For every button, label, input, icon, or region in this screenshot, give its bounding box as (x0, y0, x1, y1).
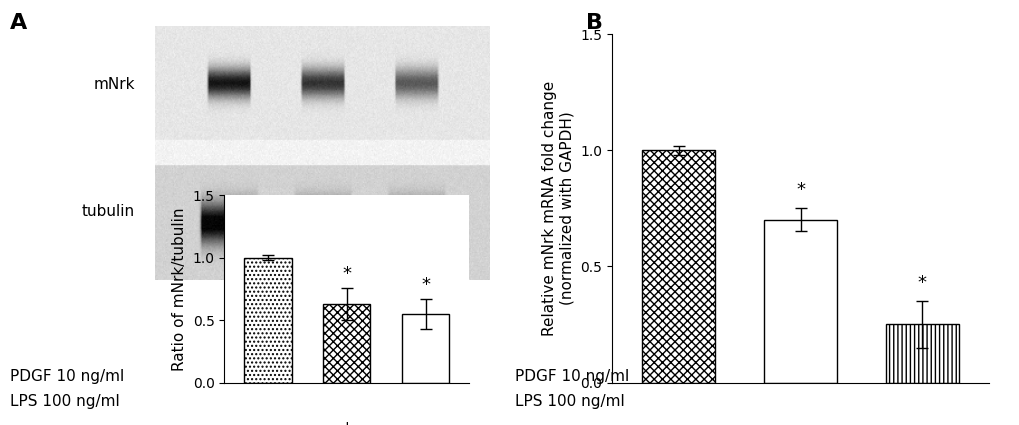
Text: -: - (265, 420, 270, 425)
Text: -: - (676, 424, 681, 425)
Y-axis label: Relative mNrk mRNA fold change
(normalized with GAPDH): Relative mNrk mRNA fold change (normaliz… (542, 81, 574, 336)
Text: +: + (340, 420, 353, 425)
Text: PDGF 10 ng/ml: PDGF 10 ng/ml (515, 368, 629, 384)
Bar (244, 258, 291, 382)
Text: -: - (423, 420, 428, 425)
Text: *: * (917, 274, 926, 292)
Text: mNrk: mNrk (93, 76, 135, 92)
Text: *: * (796, 181, 804, 199)
Bar (323, 304, 370, 382)
Text: -: - (919, 424, 924, 425)
Text: B: B (586, 13, 603, 33)
Y-axis label: Ratio of mNrk/tubulin: Ratio of mNrk/tubulin (172, 207, 186, 371)
Text: PDGF 10 ng/ml: PDGF 10 ng/ml (10, 368, 124, 384)
Text: tubulin: tubulin (82, 204, 135, 219)
Text: LPS 100 ng/ml: LPS 100 ng/ml (10, 394, 120, 409)
Bar (401, 314, 449, 382)
Text: +: + (794, 424, 806, 425)
Bar (763, 220, 837, 382)
Text: LPS 100 ng/ml: LPS 100 ng/ml (515, 394, 625, 409)
Text: A: A (10, 13, 28, 33)
Text: *: * (342, 265, 351, 283)
Bar (886, 324, 958, 382)
Bar (642, 150, 714, 382)
Text: *: * (421, 276, 430, 294)
